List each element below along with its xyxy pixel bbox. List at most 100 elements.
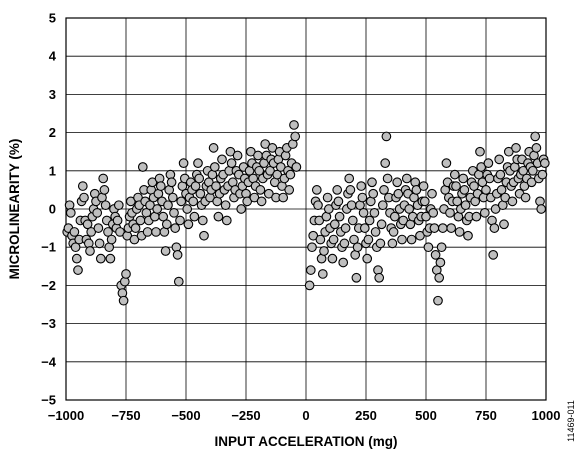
- data-point: [404, 204, 415, 214]
- data-point: [349, 234, 359, 245]
- data-point: [155, 181, 166, 191]
- y-tick-label: 5: [49, 11, 56, 26]
- data-point: [95, 253, 106, 264]
- data-point: [70, 242, 81, 253]
- data-point: [436, 242, 447, 253]
- data-point: [397, 234, 407, 245]
- data-point: [163, 200, 173, 211]
- data-point: [499, 219, 509, 230]
- data-point: [160, 246, 171, 256]
- data-point: [232, 150, 243, 161]
- data-point: [441, 158, 452, 169]
- data-point: [291, 162, 302, 172]
- x-tick-label: −1000: [48, 408, 85, 423]
- data-point: [161, 219, 172, 230]
- data-point: [428, 207, 439, 218]
- data-point: [105, 253, 116, 264]
- data-point: [452, 196, 463, 207]
- x-tick-labels: −1000 −750 −500 −250 0 250 500 750 1000: [48, 408, 561, 423]
- data-point: [98, 173, 109, 184]
- x-axis-title: INPUT ACCELERATION (mg): [215, 434, 398, 449]
- data-point: [389, 211, 400, 222]
- data-point: [531, 143, 542, 153]
- data-point: [530, 131, 541, 142]
- data-point: [137, 162, 148, 172]
- x-tick-label: 750: [475, 408, 497, 423]
- data-point: [369, 207, 380, 218]
- x-tick-label: 500: [415, 408, 437, 423]
- data-point: [363, 234, 374, 245]
- data-point: [430, 249, 441, 260]
- data-point: [142, 227, 153, 237]
- y-axis-title: MICROLINEARITY (%): [7, 139, 22, 280]
- data-point: [327, 253, 338, 264]
- data-point: [256, 196, 267, 207]
- data-point: [387, 238, 398, 249]
- data-point: [427, 188, 437, 199]
- data-point: [388, 227, 399, 237]
- data-point: [359, 223, 370, 233]
- y-tick-label: 4: [49, 49, 57, 64]
- data-point: [346, 200, 357, 211]
- data-point: [475, 146, 485, 157]
- data-point: [255, 185, 266, 195]
- data-point: [307, 242, 317, 253]
- data-point: [167, 192, 178, 203]
- data-point: [285, 169, 296, 180]
- data-point: [445, 207, 455, 218]
- data-point: [362, 253, 373, 264]
- data-point: [71, 253, 82, 264]
- data-point: [446, 223, 457, 233]
- y-tick-labels: 5 4 3 2 1 0 −1 −2 −3 −4 −5: [41, 11, 57, 408]
- data-point: [459, 185, 470, 195]
- data-point: [103, 227, 113, 237]
- data-point: [379, 185, 389, 195]
- data-point: [253, 150, 263, 161]
- data-point: [158, 211, 169, 222]
- data-point: [340, 223, 351, 233]
- data-point: [357, 192, 368, 203]
- x-tick-label: 250: [355, 408, 377, 423]
- figure-id-label: 11469-011: [566, 400, 576, 442]
- data-point: [189, 211, 200, 222]
- data-point: [211, 181, 221, 191]
- data-point: [347, 215, 358, 226]
- data-point: [236, 204, 247, 214]
- data-point: [375, 238, 386, 249]
- data-point: [166, 177, 177, 188]
- data-point: [82, 219, 93, 230]
- data-point: [460, 200, 471, 211]
- data-point: [221, 215, 232, 226]
- data-point: [284, 185, 295, 195]
- data-point: [433, 295, 443, 306]
- data-point: [278, 192, 289, 203]
- data-point: [226, 158, 237, 169]
- data-point: [380, 158, 391, 169]
- data-point: [208, 143, 219, 153]
- data-point: [220, 200, 231, 211]
- data-point: [374, 272, 385, 283]
- data-point: [85, 246, 95, 256]
- data-point: [367, 177, 377, 188]
- data-point: [458, 173, 469, 184]
- data-point: [69, 227, 80, 237]
- data-point: [217, 154, 227, 165]
- data-point: [401, 173, 412, 184]
- data-point: [118, 295, 129, 306]
- data-point: [209, 162, 220, 172]
- data-point: [437, 223, 448, 233]
- data-point: [334, 211, 345, 222]
- data-point: [73, 265, 83, 275]
- data-point: [429, 223, 440, 233]
- data-point: [178, 158, 189, 169]
- data-point: [94, 238, 105, 249]
- y-tick-label: 0: [49, 202, 56, 217]
- data-point: [392, 177, 403, 188]
- data-point: [364, 215, 375, 226]
- data-point: [313, 200, 323, 211]
- data-point: [304, 280, 315, 291]
- data-point: [188, 196, 199, 207]
- data-point: [406, 234, 417, 245]
- data-point: [213, 211, 224, 222]
